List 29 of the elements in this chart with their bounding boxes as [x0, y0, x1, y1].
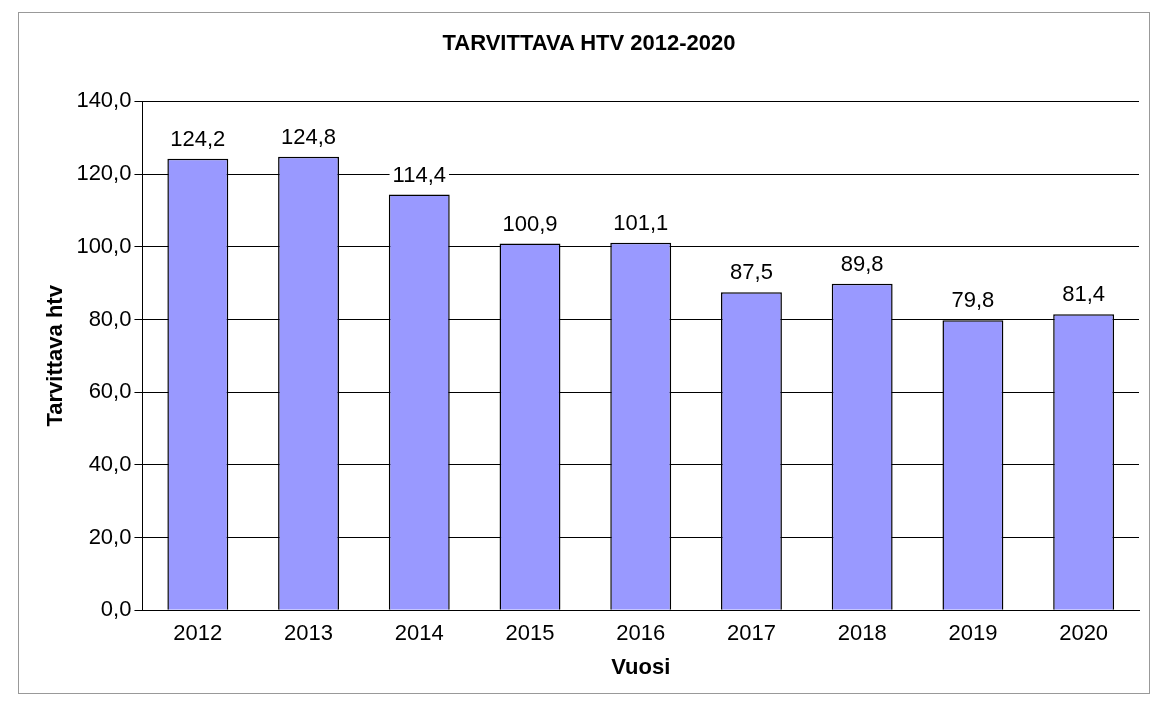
data-label: 79,8: [951, 287, 995, 313]
data-label: 124,8: [281, 123, 337, 149]
y-tick-label: 120,0: [76, 160, 132, 186]
y-tick-label: 60,0: [88, 378, 132, 404]
x-tick-label: 2017: [726, 620, 776, 646]
data-label: 101,1: [613, 209, 669, 235]
x-tick-label: 2013: [284, 620, 334, 646]
chart-title: TARVITTAVA HTV 2012-2020: [442, 30, 736, 56]
x-tick-label: 2014: [394, 620, 444, 646]
y-axis-title: Tarvittava htv: [42, 284, 68, 427]
y-tick-label: 0,0: [100, 596, 132, 622]
y-tick-label: 20,0: [88, 523, 132, 549]
x-axis-title: Vuosi: [611, 653, 671, 679]
x-tick-label: 2018: [837, 620, 887, 646]
x-tick-label: 2012: [173, 620, 223, 646]
y-tick-label: 140,0: [76, 87, 132, 113]
data-label: 114,4: [392, 161, 446, 187]
x-tick-label: 2015: [505, 620, 555, 646]
x-tick-label: 2020: [1059, 620, 1109, 646]
x-tick-label: 2019: [948, 620, 998, 646]
x-tick-label: 2016: [616, 620, 666, 646]
y-tick-label: 80,0: [88, 305, 132, 331]
y-tick-label: 40,0: [88, 450, 132, 476]
data-label: 81,4: [1062, 281, 1106, 307]
data-label: 87,5: [730, 259, 773, 285]
data-label: 89,8: [840, 250, 884, 276]
data-label: 100,9: [502, 210, 558, 236]
data-label: 124,2: [170, 125, 226, 151]
y-tick-label: 100,0: [76, 232, 132, 258]
